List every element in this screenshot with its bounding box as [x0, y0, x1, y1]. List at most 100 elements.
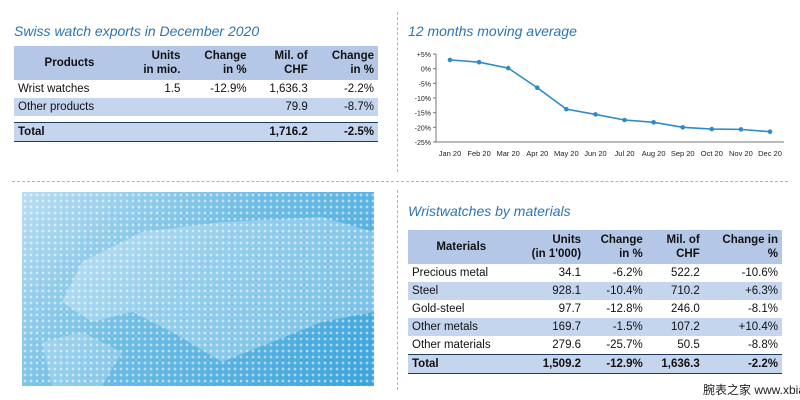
table-cell	[184, 98, 251, 116]
data-point	[534, 85, 540, 91]
table-cell: -2.5%	[311, 122, 378, 142]
table-row: Steel 928.1 -10.4% 710.2 +6.3%	[408, 282, 782, 300]
materials-header-2: Change in %	[585, 230, 647, 264]
table-cell: -12.9%	[210, 83, 247, 95]
table-cell: Gold-steel	[412, 303, 465, 315]
table-cell: 79.9	[250, 98, 312, 116]
y-tick-label: -10%	[415, 96, 431, 103]
data-point	[680, 125, 686, 130]
data-point	[622, 117, 627, 123]
x-tick-label: Apr 20	[526, 149, 548, 158]
table-row: Other products 79.9 -8.7%	[14, 98, 378, 116]
materials-header-1: Units (in 1'000)	[514, 230, 586, 264]
data-point	[447, 57, 453, 63]
total-row: Total 1,509.2 -12.9% 1,636.3 -2.2%	[408, 354, 782, 374]
table-cell: Total	[14, 122, 125, 142]
table-cell: 34.1	[558, 267, 582, 279]
table-row: Gold-steel 97.7 -12.8% 246.0 -8.1%	[408, 300, 782, 318]
table-cell: Other products	[14, 98, 125, 116]
table-cell	[124, 98, 185, 116]
bottom-divider-vertical	[397, 190, 399, 390]
x-tick-label: Sep 20	[671, 149, 695, 158]
x-tick-label: Mar 20	[497, 149, 520, 158]
table-cell: -10.4%	[585, 282, 647, 300]
table-cell: 1,716.2	[250, 122, 312, 142]
data-point	[767, 129, 773, 135]
table-cell: -8.7%	[311, 98, 378, 116]
x-tick-label: Jul 20	[615, 149, 635, 158]
table-cell: 50.5	[677, 339, 700, 351]
watermark: 腕表之家 www.xbiao.com	[703, 383, 800, 397]
materials-table: Materials Units (in 1'000) Change in % Mil. o…	[408, 230, 782, 374]
series-line	[449, 59, 771, 133]
table-cell: Other metals	[408, 318, 515, 336]
table-cell: +6.3%	[703, 282, 782, 300]
data-point	[593, 112, 598, 117]
x-tick-label: Oct 20	[701, 149, 723, 158]
data-point	[476, 59, 482, 65]
data-point	[709, 126, 715, 132]
x-tick-label: Dec 20	[758, 149, 782, 158]
table-cell: 97.7	[558, 303, 582, 315]
exports-header-2: Change in %	[184, 46, 251, 80]
table-cell: 1,509.2	[514, 354, 586, 374]
table-row: Other metals 169.7 -1.5% 107.2 +10.4%	[408, 318, 782, 336]
materials-header-3: Mil. of CHF	[646, 230, 704, 264]
table-cell: -25.7%	[606, 339, 643, 351]
table-cell: -2.2%	[703, 354, 782, 374]
table-cell: 1,636.3	[269, 83, 308, 95]
world-map-icon	[22, 192, 374, 386]
x-tick-label: Aug 20	[642, 149, 666, 158]
table-row: Precious metal 34.1 -6.2% 522.2 -10.6%	[408, 264, 782, 282]
table-cell: -6.2%	[612, 267, 643, 279]
materials-title: Wristwatches by materials	[408, 203, 571, 219]
total-row: Total 1,716.2 -2.5%	[14, 122, 378, 142]
y-tick-label: -15%	[415, 111, 431, 118]
x-tick-label: Feb 20	[467, 149, 490, 158]
exports-header-0: Products	[14, 46, 125, 80]
table-cell: -8.8%	[747, 339, 778, 351]
table-cell: -1.5%	[585, 318, 647, 336]
moving-average-chart: +5% 0% -5% -10% -15% -20% -25% Jan 20 Feb 20 Mar …	[415, 52, 784, 158]
x-tick-label: May 20	[554, 149, 579, 158]
table-cell: 710.2	[646, 282, 704, 300]
table-row: Other materials 279.6 -25.7% 50.5 -8.8%	[408, 336, 782, 355]
table-cell: 107.2	[646, 318, 704, 336]
table-cell: 1,636.3	[646, 354, 704, 374]
exports-header-4: Change in %	[311, 46, 378, 80]
x-tick-label: Jan 20	[439, 149, 462, 158]
data-point	[651, 120, 656, 125]
table-cell: Wrist watches	[18, 83, 90, 95]
table-cell: Other materials	[412, 339, 491, 351]
data-point	[564, 106, 569, 112]
data-point	[738, 127, 744, 132]
materials-header-4: Change in%	[703, 230, 782, 264]
table-cell: -10.6%	[741, 267, 778, 279]
y-tick-label: +5%	[417, 52, 431, 59]
table-cell: 246.0	[670, 303, 700, 315]
y-tick-label: -20%	[415, 125, 431, 132]
table-cell	[124, 122, 185, 142]
table-cell: 1.5	[164, 83, 181, 95]
table-cell: 522.2	[670, 267, 700, 279]
table-cell: -2.2%	[343, 83, 374, 95]
table-row: Wrist watches 1.5 -12.9% 1,636.3 -2.2%	[14, 80, 378, 98]
y-tick-label: -5%	[419, 81, 431, 88]
exports-header-1: Units in mio.	[124, 46, 185, 80]
table-cell: 928.1	[514, 282, 586, 300]
table-cell: Total	[408, 354, 515, 374]
y-tick-label: -25%	[415, 140, 431, 147]
x-tick-label: Jun 20	[584, 149, 607, 158]
table-cell: +10.4%	[703, 318, 782, 336]
table-cell	[184, 122, 251, 142]
table-cell: -12.9%	[585, 354, 647, 374]
top-divider-vertical	[397, 12, 399, 172]
y-tick-label: 0%	[421, 67, 431, 74]
table-cell: 169.7	[514, 318, 586, 336]
table-cell: Steel	[408, 282, 515, 300]
exports-table: Products Units in mio. Change in % Mil. of CHF…	[14, 46, 378, 142]
table-cell: Precious metal	[412, 267, 489, 279]
materials-header-0: Materials	[408, 230, 515, 264]
chart-title: 12 months moving average	[408, 23, 577, 39]
exports-title: Swiss watch exports in December 2020	[14, 23, 260, 39]
